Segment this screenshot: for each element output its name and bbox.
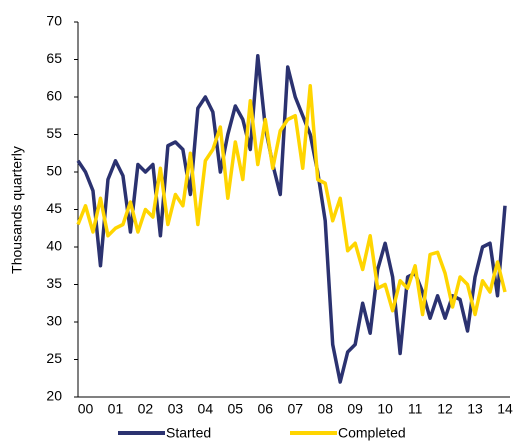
y-tick-label: 40	[46, 238, 62, 254]
y-axis-label: Thousands quarterly	[9, 146, 25, 274]
x-tick-label: 00	[78, 401, 94, 417]
x-tick-label: 02	[138, 401, 154, 417]
y-tick-label: 50	[46, 163, 62, 179]
line-series	[76, 84, 507, 317]
x-tick-label: 11	[408, 401, 423, 417]
y-tick-label: 45	[46, 200, 62, 216]
x-tick-label: 01	[108, 401, 124, 417]
y-tick-label: 35	[46, 275, 62, 291]
x-tick-label: 09	[347, 401, 363, 417]
line-series	[76, 54, 507, 384]
x-tick-label: 03	[168, 401, 184, 417]
y-tick-label: 70	[46, 13, 62, 29]
y-tick-label: 60	[46, 88, 62, 104]
y-tick-label: 25	[46, 350, 62, 366]
y-tick-label: 20	[46, 388, 62, 404]
x-tick-label: 08	[317, 401, 333, 417]
legend-label: Started	[166, 425, 211, 441]
x-tick-label: 04	[198, 401, 214, 417]
x-tick-label: 05	[228, 401, 244, 417]
x-tick-label: 07	[287, 401, 303, 417]
y-tick-label: 65	[46, 50, 62, 66]
x-tick-label: 10	[377, 401, 393, 417]
x-tick-label: 06	[257, 401, 273, 417]
x-tick-label: 14	[497, 401, 513, 417]
y-tick-label: 30	[46, 313, 62, 329]
legend-label: Completed	[338, 425, 406, 441]
y-tick-label: 55	[46, 125, 62, 141]
x-tick-label: 13	[467, 401, 483, 417]
x-tick-label: 12	[437, 401, 453, 417]
